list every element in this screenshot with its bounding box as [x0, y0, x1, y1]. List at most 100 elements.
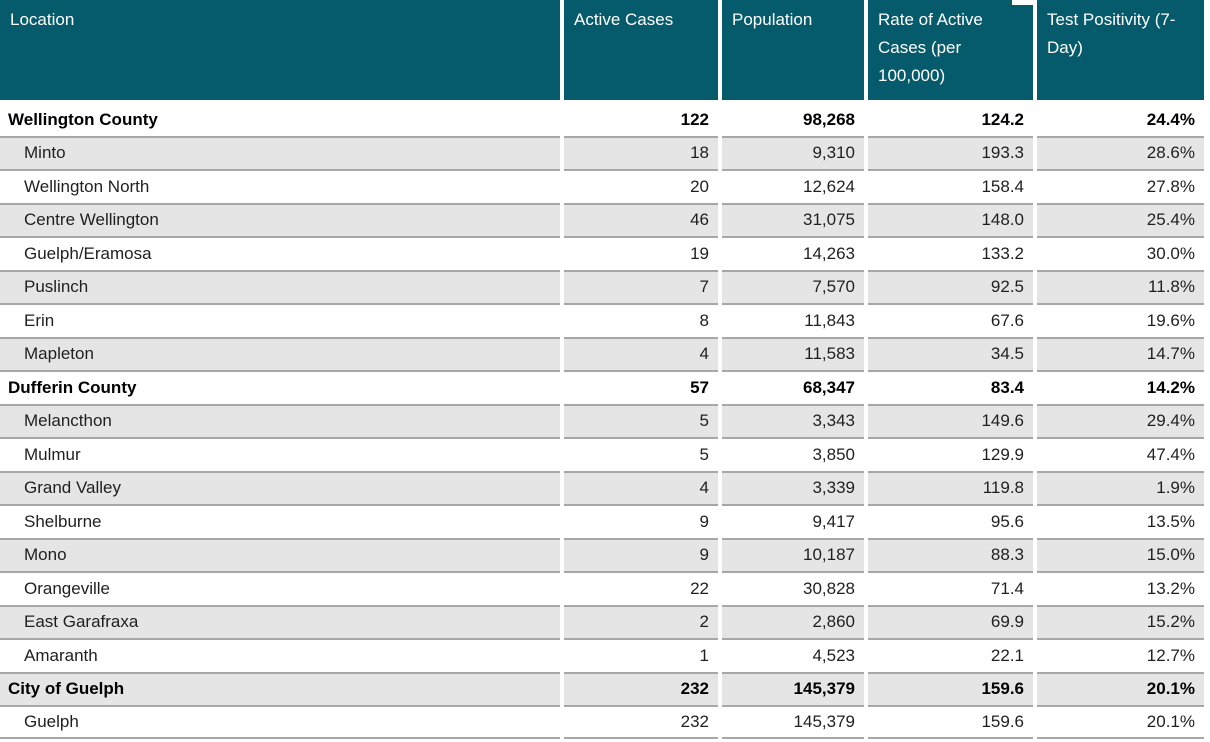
cell-test-positivity: 13.5%: [1037, 504, 1204, 538]
cell-test-positivity: 25.4%: [1037, 202, 1204, 236]
cell-rate: 34.5: [868, 336, 1033, 370]
cell-population: 4,523: [722, 638, 864, 672]
cell-test-positivity: 19.6%: [1037, 303, 1204, 337]
column-header-active-cases[interactable]: Active Cases: [564, 0, 718, 100]
cell-test-positivity: 24.4%: [1037, 104, 1204, 136]
table-row: Guelph 232 145,379 159.6 20.1%: [0, 705, 1204, 739]
cell-test-positivity: 13.2%: [1037, 571, 1204, 605]
column-header-rate[interactable]: Rate of Active Cases (per 100,000): [868, 0, 1033, 100]
cell-population: 3,339: [722, 470, 864, 504]
column-header-location[interactable]: Location: [0, 0, 560, 100]
cell-rate: 71.4: [868, 571, 1033, 605]
cell-location: Minto: [0, 135, 560, 169]
cell-location: Melancthon: [0, 403, 560, 437]
cell-test-positivity: 30.0%: [1037, 236, 1204, 270]
cell-rate: 129.9: [868, 437, 1033, 471]
cell-population: 14,263: [722, 236, 864, 270]
cell-test-positivity: 47.4%: [1037, 437, 1204, 471]
cell-test-positivity: 15.0%: [1037, 537, 1204, 571]
cell-population: 31,075: [722, 202, 864, 236]
table-row: Mapleton 4 11,583 34.5 14.7%: [0, 336, 1204, 370]
cell-location: Mulmur: [0, 437, 560, 471]
cell-rate: 83.4: [868, 370, 1033, 404]
table-row: Shelburne 9 9,417 95.6 13.5%: [0, 504, 1204, 538]
cell-rate: 22.1: [868, 638, 1033, 672]
table-row: Minto 18 9,310 193.3 28.6%: [0, 135, 1204, 169]
cell-active-cases: 1: [564, 638, 718, 672]
cell-active-cases: 4: [564, 336, 718, 370]
cell-test-positivity: 28.6%: [1037, 135, 1204, 169]
cell-test-positivity: 29.4%: [1037, 403, 1204, 437]
table-row: Orangeville 22 30,828 71.4 13.2%: [0, 571, 1204, 605]
cell-rate: 158.4: [868, 169, 1033, 203]
cell-location: Shelburne: [0, 504, 560, 538]
cell-location: Mapleton: [0, 336, 560, 370]
cell-location: Orangeville: [0, 571, 560, 605]
table-row: Grand Valley 4 3,339 119.8 1.9%: [0, 470, 1204, 504]
cell-test-positivity: 1.9%: [1037, 470, 1204, 504]
cell-population: 2,860: [722, 604, 864, 638]
table-row: City of Guelph 232 145,379 159.6 20.1%: [0, 671, 1204, 705]
cell-population: 9,417: [722, 504, 864, 538]
cell-location: Guelph: [0, 705, 560, 739]
cell-active-cases: 7: [564, 269, 718, 303]
cell-rate: 149.6: [868, 403, 1033, 437]
cell-test-positivity: 20.1%: [1037, 671, 1204, 705]
cell-location: Puslinch: [0, 269, 560, 303]
cell-location: Dufferin County: [0, 370, 560, 404]
cell-population: 11,583: [722, 336, 864, 370]
table-row: Mulmur 5 3,850 129.9 47.4%: [0, 437, 1204, 471]
cell-location: Centre Wellington: [0, 202, 560, 236]
cell-location: Grand Valley: [0, 470, 560, 504]
cell-active-cases: 19: [564, 236, 718, 270]
cell-active-cases: 232: [564, 671, 718, 705]
cell-population: 12,624: [722, 169, 864, 203]
cell-rate: 69.9: [868, 604, 1033, 638]
cell-active-cases: 4: [564, 470, 718, 504]
cell-test-positivity: 12.7%: [1037, 638, 1204, 672]
cell-rate: 67.6: [868, 303, 1033, 337]
cell-active-cases: 9: [564, 537, 718, 571]
cell-location: Wellington County: [0, 104, 560, 136]
cell-active-cases: 5: [564, 437, 718, 471]
column-header-population[interactable]: Population: [722, 0, 864, 100]
cell-location: East Garafraxa: [0, 604, 560, 638]
cell-rate: 119.8: [868, 470, 1033, 504]
cell-population: 145,379: [722, 671, 864, 705]
cell-population: 30,828: [722, 571, 864, 605]
table-row: Wellington North 20 12,624 158.4 27.8%: [0, 169, 1204, 203]
cell-rate: 159.6: [868, 705, 1033, 739]
cell-location: Wellington North: [0, 169, 560, 203]
cell-active-cases: 122: [564, 104, 718, 136]
table-row: Erin 8 11,843 67.6 19.6%: [0, 303, 1204, 337]
cell-population: 3,343: [722, 403, 864, 437]
cell-active-cases: 5: [564, 403, 718, 437]
cell-rate: 133.2: [868, 236, 1033, 270]
cell-population: 9,310: [722, 135, 864, 169]
cell-active-cases: 232: [564, 705, 718, 739]
column-header-test-positivity[interactable]: Test Positivity (7-Day): [1037, 0, 1204, 100]
cell-rate: 148.0: [868, 202, 1033, 236]
cell-population: 7,570: [722, 269, 864, 303]
cell-population: 10,187: [722, 537, 864, 571]
cell-rate: 95.6: [868, 504, 1033, 538]
cell-active-cases: 57: [564, 370, 718, 404]
table-row: Melancthon 5 3,343 149.6 29.4%: [0, 403, 1204, 437]
cell-location: City of Guelph: [0, 671, 560, 705]
cell-test-positivity: 14.2%: [1037, 370, 1204, 404]
cell-active-cases: 9: [564, 504, 718, 538]
table-header-row: Location Active Cases Population Rate of…: [0, 0, 1204, 100]
cell-active-cases: 46: [564, 202, 718, 236]
cell-rate: 193.3: [868, 135, 1033, 169]
cell-active-cases: 2: [564, 604, 718, 638]
cell-test-positivity: 27.8%: [1037, 169, 1204, 203]
table-row: Centre Wellington 46 31,075 148.0 25.4%: [0, 202, 1204, 236]
table-row: Mono 9 10,187 88.3 15.0%: [0, 537, 1204, 571]
cell-active-cases: 22: [564, 571, 718, 605]
cell-active-cases: 18: [564, 135, 718, 169]
header-divider-notch: [1012, 0, 1035, 5]
cell-test-positivity: 15.2%: [1037, 604, 1204, 638]
cell-location: Amaranth: [0, 638, 560, 672]
table-row: Guelph/Eramosa 19 14,263 133.2 30.0%: [0, 236, 1204, 270]
